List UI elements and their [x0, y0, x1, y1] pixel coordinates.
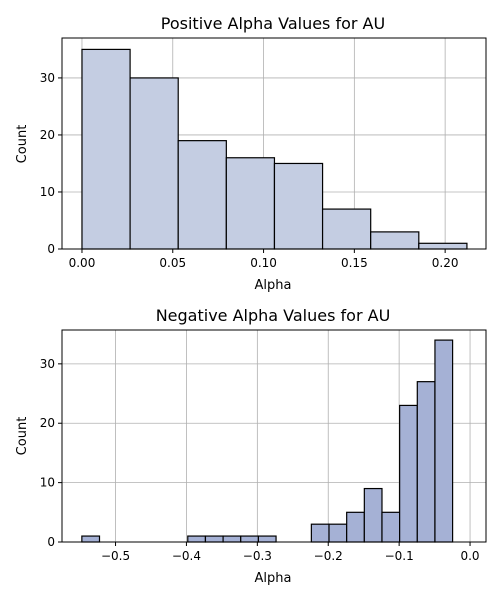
y-tick-label: 20: [40, 416, 55, 430]
x-tick-label: −0.1: [385, 549, 414, 563]
histogram-bar: [363, 487, 383, 543]
histogram-bar: [321, 208, 372, 250]
histogram-bar: [346, 511, 365, 543]
histogram-bar: [240, 535, 260, 543]
histogram-bar: [257, 535, 277, 543]
x-tick-label: −0.2: [314, 549, 343, 563]
x-tick-label: −0.3: [243, 549, 272, 563]
y-tick-label: 10: [40, 185, 55, 199]
histogram-bar: [310, 523, 330, 543]
histogram-bar: [204, 535, 224, 543]
y-axis-label: Count: [15, 417, 30, 456]
x-tick-label: −0.4: [172, 549, 201, 563]
plot-frame: [61, 37, 487, 250]
histogram-bar: [328, 523, 348, 543]
x-axis-ticks: 0.00 0.05 0.10 0.15 0.20: [69, 249, 459, 270]
x-tick-label: 0.20: [432, 256, 459, 270]
histogram-bars: [81, 339, 454, 543]
histogram-bar: [81, 48, 131, 250]
x-axis-label: Alpha: [255, 278, 292, 293]
chart-title: Positive Alpha Values for AU: [161, 14, 385, 33]
x-tick-label: 0.0: [460, 549, 479, 563]
y-tick-label: 10: [40, 476, 55, 490]
y-tick-label: 0: [47, 535, 55, 549]
plot-frame: [61, 329, 487, 543]
x-tick-label: 0.10: [250, 256, 277, 270]
histogram-bar: [434, 339, 454, 543]
x-axis-label: Alpha: [255, 571, 292, 586]
x-tick-label: 0.00: [69, 256, 96, 270]
histogram-bar: [225, 157, 276, 250]
histogram-bar: [381, 511, 401, 543]
histogram-bar: [187, 535, 207, 543]
y-tick-label: 30: [40, 357, 55, 371]
y-axis-ticks: 0 10 20 30: [40, 357, 62, 549]
histogram-bar: [81, 535, 101, 543]
x-tick-label: 0.05: [159, 256, 186, 270]
histogram-bar: [416, 381, 436, 543]
x-tick-label: −0.5: [101, 549, 130, 563]
chart-title: Negative Alpha Values for AU: [156, 306, 391, 325]
histogram-bar: [273, 162, 324, 250]
histogram-bar: [418, 242, 468, 250]
histogram-bar: [177, 140, 227, 250]
y-tick-label: 20: [40, 128, 55, 142]
y-axis-label: Count: [15, 125, 30, 164]
x-axis-ticks: −0.5 −0.4 −0.3 −0.2 −0.1 0.0: [101, 542, 480, 563]
y-tick-label: 30: [40, 71, 55, 85]
positive-alpha-chart: Positive Alpha Values for AU 0.00 0.05 0.1…: [15, 14, 487, 293]
histogram-bar: [129, 77, 179, 250]
y-tick-label: 0: [47, 242, 55, 256]
histogram-bar: [399, 404, 418, 543]
histogram-bar: [222, 535, 242, 543]
histogram-bars: [81, 48, 468, 250]
y-axis-ticks: 0 10 20 30: [40, 71, 62, 256]
x-tick-label: 0.15: [341, 256, 368, 270]
histogram-bar: [370, 231, 420, 250]
negative-alpha-chart: Negative Alpha Values for AU −0.5 −0.4 −0.…: [15, 306, 487, 586]
